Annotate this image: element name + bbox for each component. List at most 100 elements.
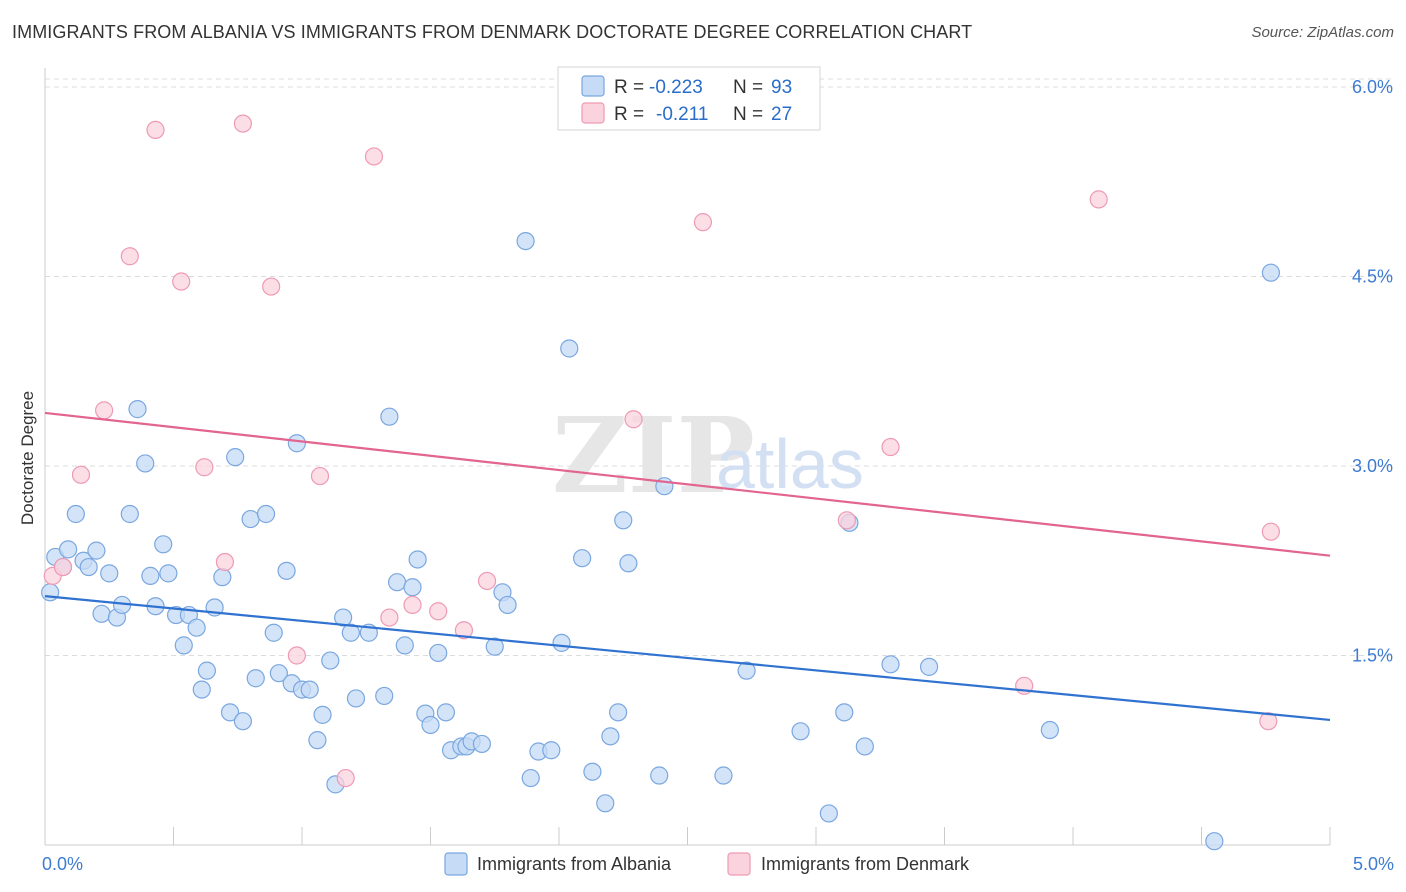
top-legend: R = -0.223 N = 93 R = -0.211 N = 27: [557, 66, 821, 131]
albania-point: [300, 680, 319, 699]
albania-point: [246, 669, 265, 688]
albania-point: [596, 794, 615, 813]
albania-point: [650, 766, 669, 785]
albania-point: [403, 578, 422, 597]
albania-point: [521, 768, 540, 788]
denmark-point: [310, 466, 330, 486]
albania-point: [395, 636, 414, 655]
legend-denmark-r-label: R =: [614, 104, 644, 125]
denmark-point: [380, 608, 399, 627]
y-tick-label: 4.5%: [1352, 266, 1393, 286]
legend-albania-swatch: [581, 75, 605, 97]
albania-point: [573, 549, 592, 568]
legend-denmark-n-value: 27: [771, 104, 792, 125]
albania-point: [334, 608, 353, 627]
albania-point: [136, 454, 155, 473]
watermark-zip: ZIP: [552, 394, 755, 517]
denmark-point: [454, 621, 474, 640]
x-axis-ticks: [44, 827, 1331, 845]
denmark-point: [837, 511, 856, 530]
albania-point: [174, 636, 193, 655]
albania-point: [192, 680, 211, 699]
y-tick-labels: 1.5% 3.0% 4.5% 6.0%: [1352, 77, 1393, 666]
albania-point: [187, 618, 206, 637]
albania-point: [614, 511, 633, 530]
albania-point: [197, 661, 217, 680]
albania-point: [1205, 832, 1224, 851]
bottom-legend-denmark-swatch: [727, 852, 751, 876]
denmark-point: [195, 458, 214, 477]
denmark-point: [429, 602, 448, 621]
legend-albania-r-value: -0.223: [649, 77, 703, 98]
source-label: Source: ZipAtlas.com: [1251, 24, 1394, 41]
denmark-point: [1089, 190, 1108, 209]
albania-point: [609, 703, 628, 722]
legend-denmark-r-value: -0.211: [656, 104, 708, 125]
albania-point: [154, 535, 173, 554]
albania-point: [233, 712, 252, 731]
bottom-legend-albania-label: Immigrants from Albania: [477, 854, 672, 874]
denmark-point: [336, 768, 355, 788]
albania-point: [485, 637, 504, 656]
albania-point: [1040, 720, 1059, 740]
albania-point: [226, 448, 245, 467]
bottom-legend-albania-swatch: [444, 852, 468, 876]
albania-point: [1261, 263, 1280, 282]
albania-point: [66, 504, 85, 524]
denmark-trend-line: [44, 411, 1331, 557]
y-tick-label: 6.0%: [1352, 77, 1393, 97]
bottom-legend: Immigrants from Albania Immigrants from …: [444, 852, 970, 876]
albania-point: [601, 727, 620, 746]
gridlines: [45, 78, 1392, 656]
denmark-point: [624, 410, 643, 429]
denmark-point: [477, 571, 497, 591]
albania-point: [552, 633, 571, 652]
albania-point: [436, 703, 456, 722]
albania-point: [100, 564, 119, 583]
albania-point: [79, 557, 98, 577]
albania-point: [87, 541, 106, 560]
denmark-point: [53, 557, 73, 577]
albania-point: [542, 741, 561, 760]
albania-point: [321, 651, 340, 670]
albania-point: [714, 766, 733, 785]
denmark-point: [881, 437, 900, 457]
albania-point: [737, 661, 756, 680]
watermark-atlas: atlas: [716, 425, 864, 503]
albania-point: [498, 595, 517, 615]
albania-point: [429, 643, 448, 663]
denmark-point: [1259, 712, 1278, 731]
albania-point: [472, 734, 491, 754]
albania-point: [819, 804, 838, 823]
albania-point: [855, 737, 874, 756]
albania-point: [241, 509, 260, 529]
albania-point: [128, 400, 147, 419]
albania-point: [159, 564, 178, 583]
albania-point: [141, 566, 160, 585]
x-tick-label-min: 0.0%: [42, 854, 83, 874]
albania-point: [256, 504, 276, 524]
albania-point: [59, 540, 78, 559]
denmark-point: [287, 646, 306, 665]
albania-point: [346, 689, 366, 708]
albania-point: [308, 731, 327, 750]
albania-points: [41, 231, 1280, 851]
denmark-point: [95, 401, 114, 420]
albania-point: [341, 623, 360, 642]
chart-title: IMMIGRANTS FROM ALBANIA VS IMMIGRANTS FR…: [12, 22, 973, 42]
albania-point: [583, 762, 602, 781]
y-tick-label: 1.5%: [1352, 645, 1393, 665]
albania-point: [92, 604, 111, 623]
denmark-point: [403, 595, 422, 615]
legend-albania-n-label: N =: [733, 77, 763, 98]
albania-point: [421, 715, 440, 735]
albania-point: [560, 339, 579, 358]
denmark-point: [172, 272, 191, 291]
denmark-point: [693, 213, 713, 232]
albania-point: [516, 231, 535, 251]
albania-point: [881, 655, 900, 674]
albania-point: [313, 705, 332, 724]
denmark-point: [1261, 522, 1280, 541]
legend-denmark-swatch: [581, 102, 605, 124]
